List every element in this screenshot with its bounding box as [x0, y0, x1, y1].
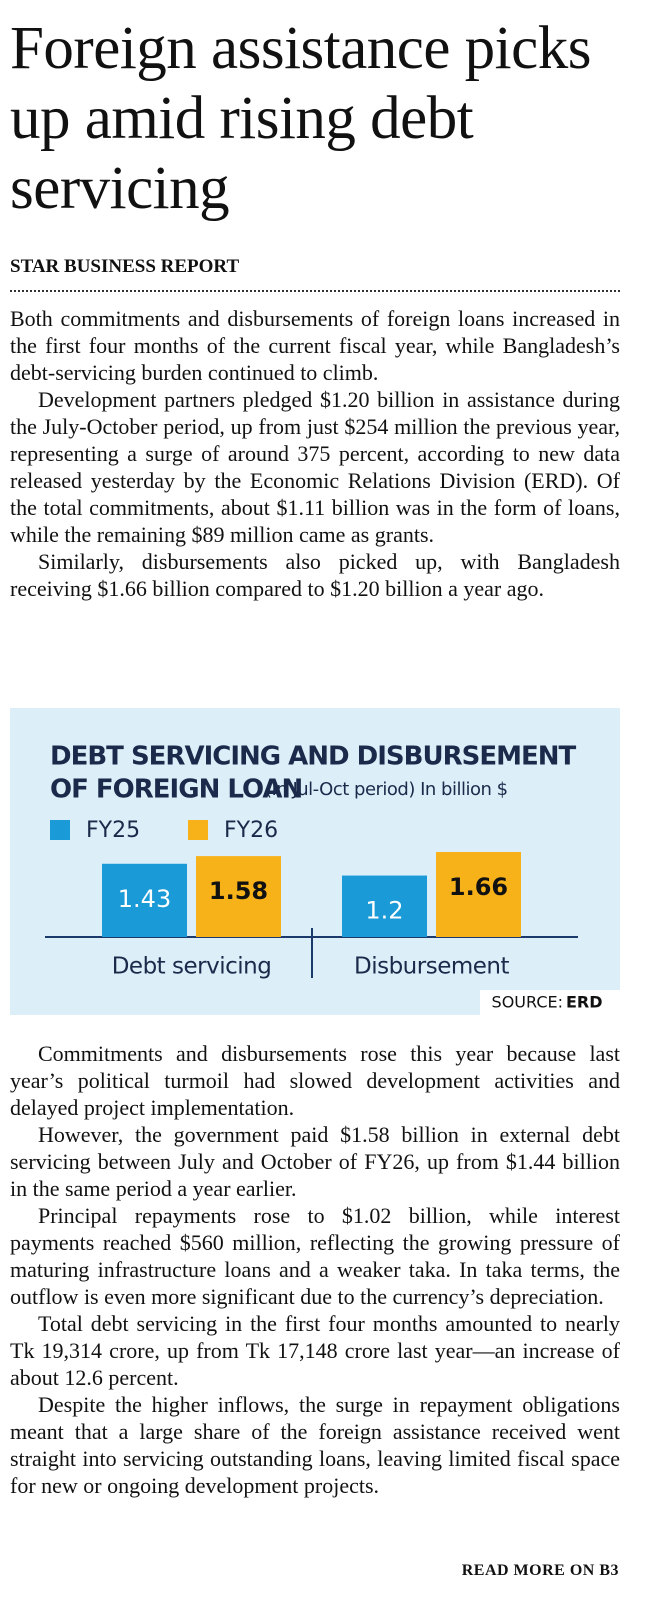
bar: [436, 852, 521, 937]
headline: Foreign assistance picks up amid rising …: [10, 15, 591, 222]
legend-swatch: [188, 820, 208, 840]
source-label: SOURCE:: [492, 993, 563, 1012]
paragraph: Total debt servicing in the first four m…: [10, 1311, 620, 1390]
byline: STAR BUSINESS REPORT: [10, 256, 240, 277]
paragraph: Despite the higher inflows, the surge in…: [10, 1392, 620, 1498]
chart-title: DEBT SERVICING AND DISBURSEMENT: [50, 742, 576, 772]
value-label: 1.66: [449, 873, 508, 901]
paragraph: Similarly, disbursements also picked up,…: [10, 549, 620, 601]
chart-subtitle: (In Jul-Oct period) In billion $: [265, 779, 508, 800]
legend-swatch: [50, 820, 70, 840]
source-box: [480, 990, 620, 1015]
value-label: 1.43: [118, 885, 171, 913]
read-more: READ MORE ON B3: [453, 1562, 619, 1580]
chart-title: OF FOREIGN LOAN: [50, 775, 302, 805]
article-body: Both commitments and disbursements of fo…: [10, 305, 620, 602]
article-body: Commitments and disbursements rose this …: [10, 1040, 620, 1499]
paragraph: Development partners pledged $1.20 billi…: [10, 387, 620, 547]
bar: [196, 856, 281, 937]
value-label: 1.2: [365, 897, 403, 925]
legend-label: FY26: [224, 818, 278, 843]
category-label: Disbursement: [354, 954, 509, 980]
bar: [102, 863, 187, 937]
paragraph: Principal repayments rose to $1.02 billi…: [10, 1203, 620, 1309]
source-name: ERD: [566, 993, 603, 1012]
bar: [342, 875, 427, 937]
chart: DEBT SERVICING AND DISBURSEMENT OF FOREI…: [10, 708, 620, 1015]
paragraph: However, the government paid $1.58 billi…: [10, 1122, 620, 1201]
paragraph: Commitments and disbursements rose this …: [10, 1041, 620, 1120]
category-label: Debt servicing: [112, 954, 272, 980]
legend-label: FY25: [86, 818, 140, 843]
paragraph: Both commitments and disbursements of fo…: [10, 306, 620, 385]
value-label: 1.58: [209, 877, 268, 905]
dotted-rule: [10, 290, 620, 292]
